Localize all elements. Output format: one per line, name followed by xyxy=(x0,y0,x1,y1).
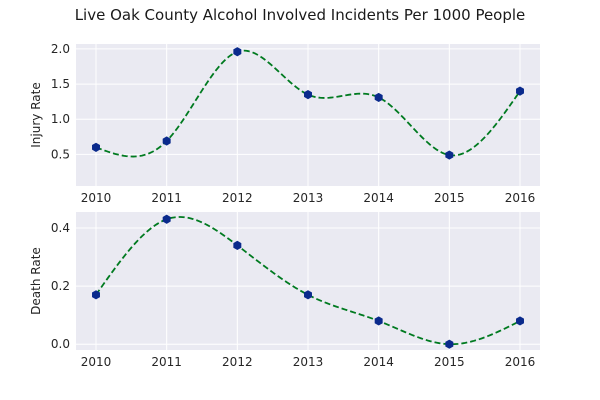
data-point xyxy=(92,142,100,152)
x-tick-label: 2014 xyxy=(363,191,394,205)
y-tick-label: 0.0 xyxy=(51,337,70,351)
data-point xyxy=(445,339,454,349)
data-point xyxy=(162,136,171,146)
chart-title: Live Oak County Alcohol Involved Inciden… xyxy=(75,6,526,24)
data-point xyxy=(304,90,312,100)
y-tick-label: 0.2 xyxy=(51,279,70,293)
data-point xyxy=(445,150,454,160)
x-tick-label: 2016 xyxy=(505,191,536,205)
data-point xyxy=(233,240,242,251)
x-tick-label: 2015 xyxy=(434,355,465,369)
data-point xyxy=(374,316,383,326)
x-tick-label: 2011 xyxy=(151,355,182,369)
y-tick-label: 1.0 xyxy=(51,112,70,126)
data-point xyxy=(516,86,524,96)
x-tick-label: 2016 xyxy=(505,355,536,369)
data-point xyxy=(233,47,242,57)
x-tick-label: 2010 xyxy=(81,355,112,369)
y-tick-label: 2.0 xyxy=(51,42,70,56)
y-axis-label: Injury Rate xyxy=(29,82,43,147)
x-tick-label: 2015 xyxy=(434,191,465,205)
x-tick-label: 2012 xyxy=(222,355,253,369)
y-tick-label: 0.4 xyxy=(51,221,70,235)
data-point xyxy=(516,316,524,326)
x-tick-label: 2013 xyxy=(293,355,324,369)
subplot-1: 2010 2011 2012 2013 2014 2015 2016 0.5 1.0 1.5 2.0… xyxy=(29,42,540,205)
subplot-2: 2010 2011 2012 2013 2014 2015 2016 0.0 0.2 0.4 Dea… xyxy=(29,212,540,369)
x-tick-label: 2011 xyxy=(151,191,182,205)
data-point xyxy=(304,290,312,300)
x-tick-label: 2014 xyxy=(363,355,394,369)
data-point xyxy=(162,214,171,224)
x-tick-label: 2012 xyxy=(222,191,253,205)
y-axis-label: Death Rate xyxy=(29,247,43,315)
x-tick-label: 2013 xyxy=(293,191,324,205)
data-point xyxy=(92,290,100,300)
y-tick-label: 1.5 xyxy=(51,77,70,91)
data-point xyxy=(374,92,383,103)
x-tick-label: 2010 xyxy=(81,191,112,205)
y-tick-label: 0.5 xyxy=(51,147,70,161)
